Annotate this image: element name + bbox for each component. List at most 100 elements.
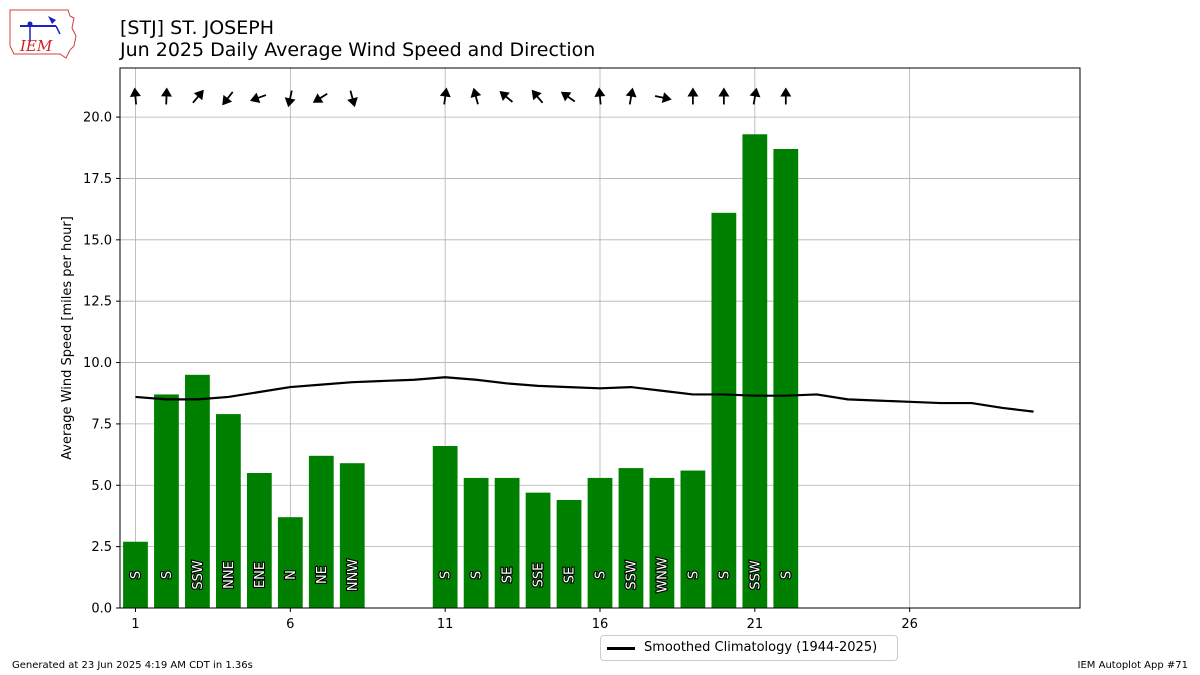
wind-arrow [470,87,482,105]
arrow-head [749,87,761,98]
bar [123,541,148,608]
bar [742,134,768,609]
direction-label: S [717,571,732,579]
bar [525,492,551,608]
app-id: IEM Autoplot App #71 [1077,660,1188,671]
legend-swatch-climatology [607,647,635,650]
y-tick-label: 7.5 [91,417,112,432]
bar [494,477,520,608]
y-tick-label: 20.0 [83,111,112,126]
arrow-head [718,87,730,97]
direction-label: S [594,571,609,579]
arrow-head [249,92,261,103]
direction-label: SE [563,567,578,583]
x-tick-label: 11 [437,617,454,632]
x-tick-label: 26 [901,617,918,632]
wind-arrow [312,92,328,103]
direction-label: S [470,571,485,579]
bar [246,473,272,608]
direction-label: ENE [253,562,268,588]
bar [680,470,706,608]
arrow-head [499,91,510,102]
bar [154,394,179,608]
bars [123,134,799,609]
wind-arrow [129,87,141,105]
direction-label: SSE [532,563,547,588]
wind-arrow [749,87,761,105]
wind-arrow [531,89,544,104]
bar [432,446,458,608]
chart-title: [STJ] ST. JOSEPH [120,17,274,39]
bar [308,455,334,608]
bar [463,477,489,608]
wind-arrow [499,91,514,103]
arrow-head [687,87,699,97]
climatology-line [135,376,1034,413]
x-tick-label: 21 [747,617,764,632]
bar [773,149,799,608]
wind-arrow [249,92,267,103]
bar [339,463,365,608]
arrow-head [560,91,572,102]
direction-arrows [129,87,792,108]
arrow-head [439,87,451,98]
arrow-head [193,89,204,101]
y-tick-label: 5.0 [91,479,112,494]
direction-labels: S S SSW NNE ENE N NE NNW S S SE SSE SE S SSW WNW S S SSW S [128,556,796,594]
arrow-head [470,87,482,98]
legend: Smoothed Climatology (1944-2025) [600,635,898,661]
bar [649,477,675,608]
arrow-head [129,87,141,97]
iem-logo: IEM [9,9,77,59]
arrow-head [594,87,606,97]
arrow-head [625,87,637,98]
bar [711,212,737,608]
direction-label: NE [315,566,330,584]
wind-arrow [347,90,358,108]
climatology-series [135,376,1034,413]
bar [587,477,613,608]
y-tick-label: 17.5 [83,172,112,187]
chart-subtitle: Jun 2025 Daily Average Wind Speed and Di… [120,39,596,61]
bar [556,500,582,608]
direction-label: S [686,571,701,579]
direction-label: N [284,570,299,580]
direction-label: SSW [191,560,206,590]
wind-arrow [718,87,730,105]
wind-arrow [439,87,451,105]
x-tick-label: 1 [131,617,139,632]
wind-arrow [625,87,637,105]
arrow-head [661,92,672,104]
wind-arrow [222,91,234,106]
wind-arrow [780,87,792,105]
direction-label: S [779,571,794,579]
y-axis-label: Average Wind Speed [miles per hour] [60,216,75,460]
arrow-head [284,97,296,108]
y-tick-label: 0.0 [91,602,112,617]
wind-arrow [192,89,204,104]
y-tick-label: 10.0 [83,356,112,371]
bar [277,517,303,608]
x-tick-label: 6 [286,617,294,632]
direction-label: SE [501,567,516,583]
logo-text: IEM [19,37,53,55]
wind-arrow [160,87,172,105]
bar [216,414,241,608]
arrow-head [160,87,172,97]
direction-label: S [129,571,144,579]
y-tick-label: 2.5 [91,540,112,555]
x-tick-label: 16 [592,617,609,632]
arrow-head [780,87,792,97]
axis-ticks: 1 6 11 16 21 260.02.55.07.510.012.515.017.520… [83,111,918,632]
wind-arrow [687,87,699,105]
direction-label: S [439,571,454,579]
direction-label: SSW [748,560,763,590]
bar [185,374,210,608]
direction-label: S [160,571,175,579]
arrow-head [347,96,358,108]
wind-arrow [284,90,296,108]
y-tick-label: 12.5 [83,295,112,310]
generated-timestamp: Generated at 23 Jun 2025 4:19 AM CDT in … [12,660,253,671]
wind-arrow [654,92,672,104]
